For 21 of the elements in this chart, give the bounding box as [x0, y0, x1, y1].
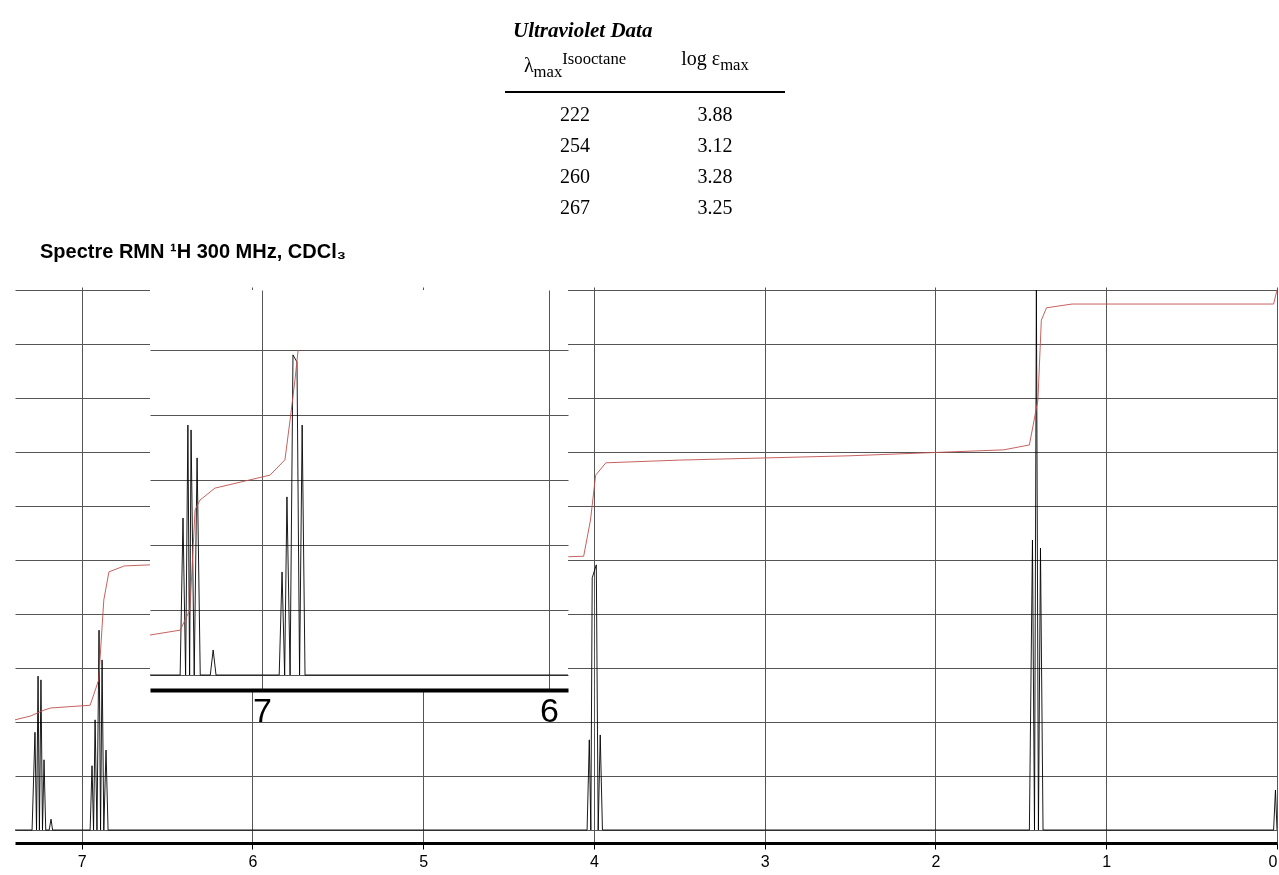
text: 3.25	[696, 194, 734, 220]
text: log ε$_{max}$	[645, 43, 785, 93]
text: Ultraviolet Data	[512, 18, 654, 43]
text: 222	[559, 101, 591, 127]
x-tick-label: 6	[540, 690, 560, 729]
x-tick-label: 1	[1102, 852, 1112, 870]
text: 3.12	[696, 132, 734, 158]
text: 3.28	[696, 163, 734, 189]
x-tick-label: 3	[760, 852, 770, 870]
text: 254	[559, 132, 591, 158]
text: 267	[559, 194, 591, 220]
x-tick-label: 0	[1268, 852, 1278, 870]
x-tick-label: 5	[419, 852, 429, 870]
x-tick-label: 6	[248, 852, 258, 870]
chart-title: Spectre RMN ¹H 300 MHz, CDCl₃	[40, 240, 346, 263]
x-tick-label: 4	[589, 852, 599, 870]
x-tick-label: 7	[253, 690, 272, 729]
x-tick-label: 2	[931, 852, 941, 870]
text: 3.88	[696, 101, 734, 127]
x-tick-label: 7	[77, 852, 87, 870]
text: 260	[559, 163, 591, 189]
